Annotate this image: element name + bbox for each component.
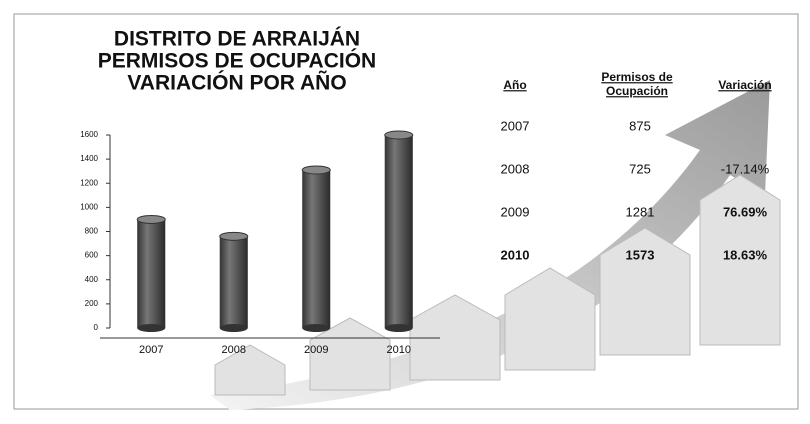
y-tick-label: 800 bbox=[85, 227, 99, 236]
table-cell: 18.63% bbox=[723, 247, 768, 262]
bar-top bbox=[302, 166, 330, 174]
header-cell: Variación bbox=[718, 78, 771, 92]
table-cell: 1281 bbox=[626, 204, 655, 219]
y-tick-label: 1400 bbox=[80, 154, 98, 163]
page: {"chart_data": {"type": "bar", "title": … bbox=[0, 0, 810, 419]
y-tick-label: 600 bbox=[85, 251, 99, 260]
x-tick-label: 2010 bbox=[387, 344, 411, 356]
table-cell: -17.14% bbox=[721, 161, 770, 176]
header-cell: Año bbox=[503, 78, 526, 92]
header-cell: Permisos de bbox=[601, 70, 673, 84]
bar bbox=[302, 170, 330, 328]
title-line: PERMISOS DE OCUPACIÓN bbox=[98, 49, 376, 73]
y-tick-label: 400 bbox=[85, 275, 99, 284]
table-cell: 2007 bbox=[501, 118, 530, 133]
y-tick-label: 200 bbox=[85, 299, 99, 308]
bar-top bbox=[385, 131, 413, 139]
table-cell: 1573 bbox=[626, 247, 655, 262]
header-cell: Ocupación bbox=[606, 84, 668, 98]
table-cell: 2010 bbox=[501, 247, 530, 262]
title-line: VARIACIÓN POR AÑO bbox=[127, 71, 346, 95]
bar-base bbox=[302, 324, 330, 332]
bar-base bbox=[137, 324, 165, 332]
x-tick-label: 2009 bbox=[304, 344, 328, 356]
table-cell: 725 bbox=[629, 161, 651, 176]
title-line: DISTRITO DE ARRAIJÁN bbox=[114, 28, 360, 51]
bar-top bbox=[220, 232, 248, 240]
table-cell: 2009 bbox=[501, 204, 530, 219]
y-tick-label: 0 bbox=[94, 323, 99, 332]
x-tick-label: 2007 bbox=[139, 344, 163, 356]
infographic: DISTRITO DE ARRAIJÁN PERMISOS DE OCUPACI… bbox=[0, 0, 810, 419]
bar bbox=[137, 219, 165, 328]
y-tick-label: 1600 bbox=[80, 130, 98, 139]
bar-base bbox=[385, 324, 413, 332]
table-cell: 2008 bbox=[501, 161, 530, 176]
bar-top bbox=[137, 215, 165, 223]
table-cell: 76.69% bbox=[723, 204, 768, 219]
x-tick-label: 2008 bbox=[222, 344, 246, 356]
bar bbox=[385, 135, 413, 328]
bar bbox=[220, 236, 248, 328]
y-tick-label: 1000 bbox=[80, 202, 98, 211]
bar-base bbox=[220, 324, 248, 332]
table-cell: 875 bbox=[629, 118, 651, 133]
chart-title: DISTRITO DE ARRAIJÁN PERMISOS DE OCUPACI… bbox=[98, 28, 376, 95]
y-tick-label: 1200 bbox=[80, 178, 98, 187]
